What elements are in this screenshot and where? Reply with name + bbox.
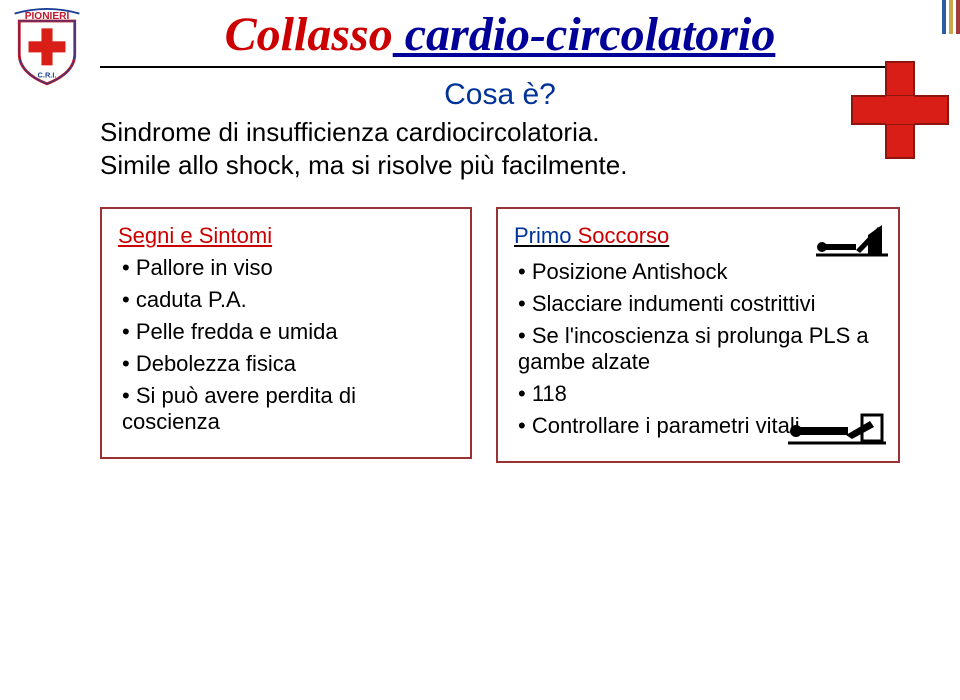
heading-part-2: Soccorso [571, 223, 669, 248]
signs-heading: Segni e Sintomi [118, 223, 454, 249]
list-item: 118 [518, 381, 882, 407]
desc-line-1: Sindrome di insufficienza cardiocircolat… [100, 116, 900, 149]
stripe-bar [949, 0, 953, 34]
page-title: Collasso cardio-circolatorio [100, 10, 900, 60]
title-underline [100, 66, 900, 68]
antishock-position-icon [812, 217, 892, 263]
corner-stripes [939, 0, 960, 34]
stripe-bar [942, 0, 946, 34]
lying-position-icon [782, 405, 892, 455]
list-item: Debolezza fisica [122, 351, 454, 377]
list-item: Pelle fredda e umida [122, 319, 454, 345]
signs-symptoms-box: Segni e Sintomi Pallore in viso caduta P… [100, 207, 472, 459]
description: Sindrome di insufficienza cardiocircolat… [100, 116, 900, 181]
red-cross-icon [850, 60, 950, 160]
subtitle: Cosa è? [100, 78, 900, 112]
list-item: caduta P.A. [122, 287, 454, 313]
list-item: Pallore in viso [122, 255, 454, 281]
slide: PIONIERI C.R.I. Collasso cardio-circolat… [0, 0, 960, 700]
desc-line-2: Simile allo shock, ma si risolve più fac… [100, 149, 900, 182]
first-aid-box: Primo Soccorso Posizione Antishock Slacc… [496, 207, 900, 463]
title-word-1: Collasso [225, 8, 393, 61]
list-item: Se l'incoscienza si prolunga PLS a gambe… [518, 323, 882, 375]
signs-list: Pallore in viso caduta P.A. Pelle fredda… [118, 255, 454, 435]
columns: Segni e Sintomi Pallore in viso caduta P… [100, 207, 900, 463]
logo-sub: C.R.I. [38, 70, 57, 79]
list-item: Si può avere perdita di coscienza [122, 383, 454, 435]
list-item: Slacciare indumenti costrittivi [518, 291, 882, 317]
pionieri-cri-logo: PIONIERI C.R.I. [10, 8, 84, 91]
title-word-2: cardio-circolatorio [393, 8, 776, 61]
heading-part-1: Primo [514, 223, 571, 248]
stripe-bar [956, 0, 960, 34]
